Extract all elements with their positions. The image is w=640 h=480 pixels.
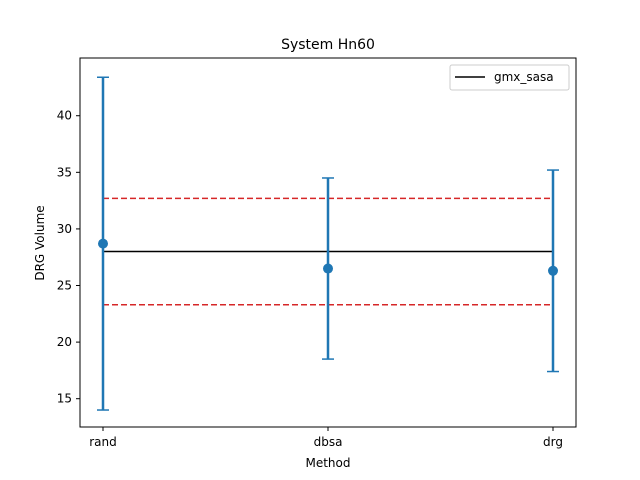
- plot-area: [97, 76, 559, 411]
- y-tick-label-20: 20: [57, 335, 72, 349]
- data-point-dbsa: [323, 263, 333, 274]
- y-tick-label-25: 25: [57, 279, 72, 293]
- y-tick-label-30: 30: [57, 222, 72, 236]
- x-tick-label-dbsa: dbsa: [314, 435, 343, 449]
- x-tick-label-drg: drg: [543, 435, 563, 449]
- x-tick-label-rand: rand: [89, 435, 117, 449]
- legend: gmx_sasa: [449, 64, 570, 91]
- y-tick-label-15: 15: [57, 392, 72, 406]
- chart-title: System Hn60: [281, 37, 375, 53]
- legend-label-gmx-sasa: gmx_sasa: [494, 70, 554, 84]
- data-point-drg: [548, 265, 558, 276]
- x-axis-label: Method: [305, 456, 350, 470]
- x-axis: rand dbsa drg: [89, 427, 563, 449]
- y-axis: 15 20 25 30 35 40: [57, 109, 80, 406]
- legend-box: [449, 64, 570, 91]
- y-tick-label-35: 35: [57, 165, 72, 179]
- y-tick-label-40: 40: [57, 109, 72, 123]
- data-point-rand: [98, 238, 108, 249]
- y-axis-label: DRG Volume: [33, 205, 47, 280]
